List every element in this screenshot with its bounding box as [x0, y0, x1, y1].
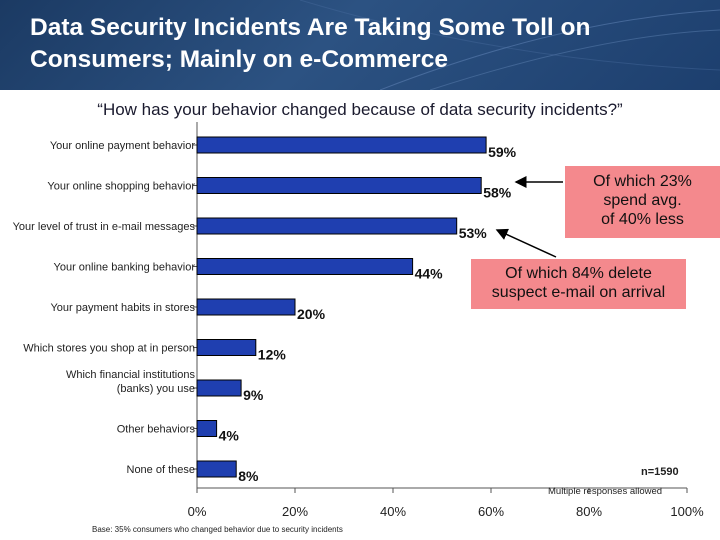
bar	[196, 460, 237, 478]
callout-delete-email: Of which 84% delete suspect e-mail on ar…	[471, 259, 686, 309]
category-label: Other behaviors	[117, 424, 196, 436]
survey-question: “How has your behavior changed because o…	[97, 100, 623, 119]
bar	[196, 217, 458, 235]
bar-value-label: 12%	[258, 347, 287, 363]
bar-value-label: 53%	[459, 225, 488, 241]
multiple-responses-note: Multiple responses allowed	[548, 486, 663, 497]
category-label: Your payment habits in stores	[50, 302, 195, 314]
category-label: Which financial institutions (banks) you …	[66, 369, 196, 395]
category-label: Your online payment behavior	[50, 140, 195, 152]
x-tick-label: 80%	[576, 504, 602, 519]
category-label: Your online banking behavior	[54, 262, 196, 274]
bar	[196, 177, 482, 194]
title-line-1: Data Security Incidents Are Taking Some …	[30, 14, 591, 41]
bar-value-label: 58%	[483, 185, 512, 201]
title-line-2: Consumers; Mainly on e-Commerce	[30, 46, 448, 73]
bar-value-label: 44%	[415, 266, 444, 282]
category-label-line: (banks) you use	[117, 383, 195, 395]
callout-spend-less: Of which 23% spend avg. of 40% less	[565, 166, 720, 238]
callout-1-line-1: Of which 23%	[593, 173, 692, 190]
title-banner: Data Security Incidents Are Taking Some …	[0, 0, 720, 90]
category-label: Your online shopping behavior	[47, 181, 195, 193]
bar-chart: 0% 20% 40% 60% 80% 100% 59% Your online payment…	[13, 122, 704, 519]
x-tick-label: 0%	[188, 504, 207, 519]
base-note: Base: 35% consumers who changed behavior…	[92, 525, 343, 534]
callout-1-line-3: of 40% less	[601, 211, 684, 228]
category-label: None of these	[127, 464, 196, 476]
category-label-line: Which financial institutions	[66, 369, 196, 381]
bar	[196, 258, 414, 275]
bar-value-label: 4%	[219, 428, 240, 444]
x-tick-label: 20%	[282, 504, 308, 519]
x-tick-label: 60%	[478, 504, 504, 519]
callout-2-line-2: suspect e-mail on arrival	[491, 284, 666, 301]
category-label: Which stores you shop at in person	[23, 343, 195, 355]
callout-1-line-2: spend avg.	[603, 192, 682, 209]
bar	[196, 420, 218, 437]
bar-value-label: 8%	[238, 468, 259, 484]
sample-size: n=1590	[641, 466, 679, 478]
bar-value-label: 20%	[297, 306, 326, 322]
bar	[196, 379, 242, 397]
bar-value-label: 9%	[243, 387, 264, 403]
category-label: Your level of trust in e-mail messages	[13, 221, 196, 233]
callout-arrow-email	[495, 228, 557, 258]
bar	[196, 136, 487, 154]
x-tick-label: 40%	[380, 504, 406, 519]
bar	[196, 339, 257, 356]
banner-decoration	[299, 0, 720, 90]
callout-2-line-1: Of which 84% delete	[505, 265, 652, 282]
x-tick-label: 100%	[670, 504, 704, 519]
page-title: Data Security Incidents Are Taking Some …	[30, 12, 700, 76]
bar	[196, 298, 296, 316]
bar-value-label: 59%	[488, 144, 517, 160]
